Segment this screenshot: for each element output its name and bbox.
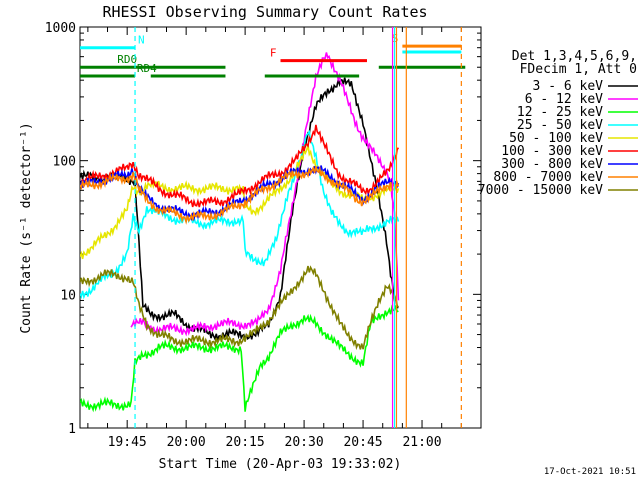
x-tick-label: 20:00 (167, 435, 206, 450)
series-line (80, 265, 400, 351)
x-tick-label: 19:45 (108, 435, 147, 450)
x-axis: 19:45 20:00 20:15 20:30 20:45 21:00 (87, 27, 482, 450)
y-tick-label: 100 (53, 155, 76, 170)
y-tick-label: 1 (68, 422, 76, 437)
legend-entry-label: 12 - 25 keV (517, 105, 603, 120)
annotation-label-n: N (138, 34, 145, 47)
annotation-label-f: F (270, 47, 277, 60)
annotation-label-rd4: RD4 (137, 62, 157, 75)
legend-entry-label: 800 - 7000 keV (493, 170, 603, 185)
y-axis-label: Count Rate (s⁻¹ detector⁻¹) (19, 122, 34, 333)
annotation-layer: NSFRD0RD4 (80, 27, 466, 428)
y-tick-label: 10 (60, 288, 76, 303)
legend-entry-label: 300 - 800 keV (501, 157, 603, 172)
y-tick-label: 1000 (45, 21, 76, 36)
y-axis: 1 10 100 1000 (45, 21, 481, 437)
x-tick-label: 21:00 (402, 435, 441, 450)
legend-entry-label: 25 - 50 keV (517, 118, 603, 133)
legend-header: Det 1,3,4,5,6,9, (512, 49, 637, 64)
series-line (80, 304, 399, 413)
footer-date: 17-Oct-2021 10:51 (544, 467, 636, 477)
plot-frame (79, 26, 482, 429)
series-line (80, 129, 400, 300)
x-tick-label: 20:30 (285, 435, 324, 450)
legend-entry-label: 100 - 300 keV (501, 144, 603, 159)
x-axis-label: Start Time (20-Apr-03 19:33:02) (159, 457, 402, 472)
annotation-label-rd0: RD0 (117, 53, 137, 66)
chart-title: RHESSI Observing Summary Count Rates (102, 3, 427, 21)
legend-entry-label: 3 - 6 keV (533, 79, 604, 94)
legend-entry-label: 6 - 12 keV (525, 92, 603, 107)
series-line (130, 52, 400, 337)
legend-header: FDecim 1, Att 0 (520, 62, 637, 77)
legend-entry-label: 50 - 100 keV (509, 131, 603, 146)
legend: Det 1,3,4,5,6,9,FDecim 1, Att 0 3 - 6 keV… (478, 49, 638, 198)
series-line (80, 124, 400, 208)
legend-entry-label: 7000 - 15000 keV (478, 183, 603, 198)
series-line (80, 77, 399, 344)
series-layer (80, 52, 400, 413)
x-tick-label: 20:15 (226, 435, 265, 450)
x-tick-label: 20:45 (343, 435, 382, 450)
series-line (80, 165, 400, 225)
